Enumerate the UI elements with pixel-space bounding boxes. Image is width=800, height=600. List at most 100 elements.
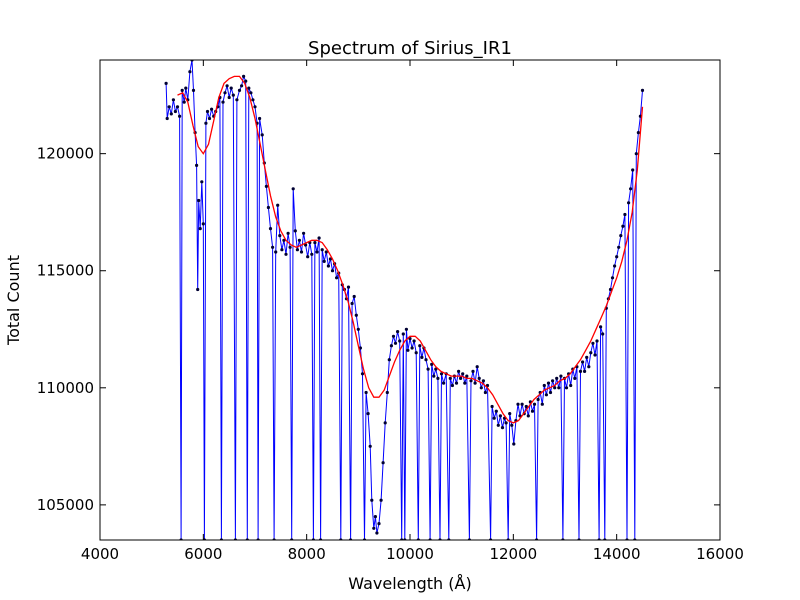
spectrum-point: [375, 531, 379, 535]
spectrum-point: [587, 365, 591, 369]
spectrum-point: [165, 116, 169, 121]
spectrum-point: [210, 107, 214, 111]
spectrum-point: [610, 276, 615, 280]
spectrum-point: [631, 168, 635, 172]
spectrum-point: [406, 348, 410, 352]
spectrum-point: [370, 498, 374, 502]
spectrum-point: [583, 369, 587, 373]
spectrum-point: [396, 330, 400, 334]
spectrum-point: [368, 444, 372, 448]
spectrum-point: [266, 205, 270, 210]
spectrum-point: [276, 203, 280, 207]
spectrum-point: [621, 224, 625, 228]
spectrum-point: [364, 390, 368, 395]
spectrum-point: [302, 231, 306, 235]
spectrum-point: [352, 294, 356, 299]
spectrum-point: [317, 236, 321, 240]
spectrum-point: [164, 81, 168, 85]
fit-curve-line: [177, 75, 644, 424]
spectrum-point: [240, 84, 244, 88]
spectrum-point: [184, 86, 188, 90]
spectrum-point: [173, 109, 177, 114]
spectrum-point: [231, 93, 235, 97]
spectrum-point: [595, 339, 599, 343]
spectrum-point: [393, 341, 398, 345]
spectrum-point: [578, 369, 583, 373]
spectrum-point: [553, 386, 557, 390]
spectrum-point: [410, 346, 414, 350]
spectrum-point: [544, 393, 549, 397]
x-tick-label: 4000: [81, 545, 119, 563]
spectrum-point: [271, 245, 275, 249]
spectrum-point: [383, 421, 387, 425]
spectrum-point: [274, 250, 278, 254]
spectrum-point: [167, 105, 171, 109]
spectrum-point: [221, 100, 225, 104]
spectrum-point: [293, 229, 297, 233]
spectrum-point: [379, 498, 383, 502]
spectrum-point: [450, 383, 454, 388]
spectrum-point: [573, 376, 577, 380]
spectrum-point: [235, 98, 239, 102]
spectrum-point: [414, 351, 418, 355]
spectrum-point: [326, 264, 330, 268]
spectrum-point: [498, 414, 502, 418]
spectrum-point: [310, 252, 314, 256]
spectrum-point: [551, 379, 555, 383]
spectrum-point: [356, 327, 360, 331]
spectrum-point: [569, 383, 573, 388]
x-tick-label: 14000: [593, 545, 641, 563]
spectrum-point: [398, 339, 402, 343]
spectrum-point: [258, 116, 262, 121]
spectrum-point: [330, 269, 335, 273]
spectrum-point: [613, 264, 617, 268]
spectrum-point: [640, 88, 645, 92]
spectrum-point: [473, 381, 477, 385]
spectrum-point: [530, 409, 535, 413]
spectrum-point: [320, 248, 324, 252]
spectrum-point: [182, 100, 186, 104]
spectrum-point: [196, 287, 200, 292]
spectrum-point: [244, 79, 248, 83]
spectrum-point: [439, 372, 444, 376]
spectrum-point: [557, 386, 561, 390]
spectrum-point: [504, 421, 508, 425]
x-axis-label: Wavelength (Å): [348, 574, 471, 593]
spectrum-point: [225, 84, 229, 88]
spectrum-point: [526, 414, 530, 418]
spectrum-point: [304, 243, 308, 247]
spectrum-point: [237, 88, 242, 92]
spectrum-point: [420, 355, 424, 359]
spectrum-point: [229, 86, 233, 90]
spectrum-point: [508, 412, 512, 416]
spectrum-point: [593, 353, 597, 357]
spectrum-point: [426, 367, 430, 371]
spectrum-point: [366, 412, 370, 416]
spectrum-point: [242, 74, 246, 78]
spectrum-point: [581, 360, 585, 364]
spectrum-point: [599, 325, 603, 329]
spectrum-point: [207, 116, 212, 121]
spectrum-point: [591, 341, 595, 345]
spectrum-point: [346, 285, 351, 289]
spectrum-point: [461, 372, 465, 376]
y-tick-label: 120000: [37, 145, 94, 163]
spectrum-point: [198, 227, 202, 231]
spectrum-point: [634, 152, 638, 156]
spectrum-point: [601, 332, 605, 336]
spectrum-point: [387, 358, 391, 362]
spectrum-point: [175, 105, 180, 109]
spectrum-point: [354, 313, 358, 317]
spectrum-point: [389, 344, 393, 348]
spectrum-point: [636, 131, 641, 135]
spectrum-point: [494, 409, 498, 413]
spectrum-point: [617, 245, 621, 249]
spectrum-point: [171, 98, 175, 102]
chart-title: Spectrum of Sirius_IR1: [308, 38, 512, 59]
spectrum-point: [465, 374, 469, 378]
spectrum-point: [623, 212, 627, 217]
spectrum-point: [223, 91, 227, 95]
y-axis-label: Total Count: [4, 255, 23, 346]
spectrum-point: [627, 201, 631, 205]
spectrum-point: [200, 180, 204, 184]
